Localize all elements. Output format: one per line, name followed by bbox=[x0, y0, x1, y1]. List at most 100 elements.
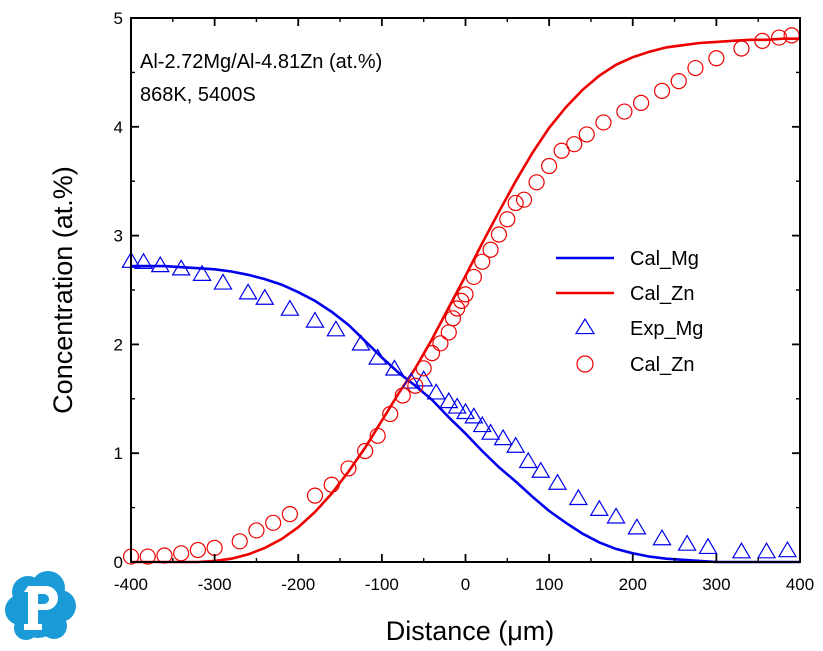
point-exp-mg bbox=[589, 499, 609, 516]
x-tick-label: 300 bbox=[702, 575, 730, 594]
point-exp-mg bbox=[255, 288, 275, 305]
point-cal-zn bbox=[415, 360, 432, 377]
point-exp-mg bbox=[351, 334, 371, 351]
point-exp-mg bbox=[472, 415, 492, 433]
point-cal-zn bbox=[465, 268, 482, 286]
point-exp-mg bbox=[368, 348, 388, 365]
curves bbox=[131, 37, 800, 564]
series-line-cal-zn bbox=[131, 37, 800, 564]
point-exp-mg bbox=[426, 383, 446, 400]
point-cal-zn bbox=[323, 476, 340, 493]
point-cal-zn bbox=[306, 487, 324, 504]
logo-icon bbox=[5, 571, 76, 640]
point-cal-zn bbox=[423, 345, 441, 362]
point-cal-zn bbox=[595, 114, 612, 131]
point-cal-zn bbox=[528, 174, 545, 191]
point-exp-mg bbox=[439, 391, 459, 409]
point-cal-zn bbox=[553, 142, 570, 159]
point-cal-zn bbox=[457, 286, 474, 303]
point-cal-zn bbox=[369, 427, 386, 444]
point-exp-mg bbox=[171, 259, 191, 276]
point-cal-zn bbox=[407, 377, 424, 394]
point-cal-zn bbox=[670, 73, 687, 90]
point-exp-mg bbox=[280, 299, 300, 316]
legend-label-3: Cal_Zn bbox=[630, 354, 694, 376]
point-cal-zn bbox=[482, 241, 499, 258]
legend-label-2: Exp_Mg bbox=[630, 318, 703, 340]
point-cal-zn bbox=[394, 387, 411, 404]
x-tick-label: -400 bbox=[114, 575, 148, 594]
point-exp-mg bbox=[150, 255, 170, 273]
point-cal-zn bbox=[541, 157, 558, 175]
point-cal-zn bbox=[382, 405, 399, 423]
point-cal-zn bbox=[733, 40, 750, 57]
point-exp-mg bbox=[238, 283, 258, 300]
point-cal-zn bbox=[490, 226, 508, 243]
point-exp-mg bbox=[133, 252, 154, 269]
y-axis-title: Concentration (at.%) bbox=[48, 166, 78, 414]
x-tick-label: -100 bbox=[365, 575, 399, 594]
point-cal-zn bbox=[231, 533, 248, 550]
point-exp-mg bbox=[627, 518, 647, 535]
point-cal-zn bbox=[754, 32, 771, 49]
tick-labels: -400 -300 -200 -100 0 100 200 300 400 0 1 2 3 4 5 bbox=[114, 9, 815, 594]
point-exp-mg bbox=[568, 488, 588, 506]
point-cal-zn bbox=[687, 59, 704, 77]
point-cal-zn bbox=[770, 29, 788, 46]
legend: Cal_Mg Cal_Zn Exp_Mg Cal_Zn bbox=[550, 240, 740, 380]
point-exp-mg bbox=[506, 436, 526, 453]
y-tick-label: 1 bbox=[114, 444, 123, 463]
point-cal-zn bbox=[189, 541, 206, 559]
y-tick-label: 0 bbox=[114, 553, 123, 572]
legend-label-0: Cal_Mg bbox=[630, 248, 699, 270]
point-cal-zn bbox=[357, 442, 374, 460]
y-tick-label: 3 bbox=[114, 227, 123, 246]
y-tick-label: 4 bbox=[114, 118, 123, 137]
x-tick-label: -200 bbox=[281, 575, 315, 594]
legend-label-1: Cal_Zn bbox=[630, 283, 694, 305]
point-exp-mg bbox=[531, 461, 551, 478]
series-line-cal-mg bbox=[131, 264, 800, 564]
point-cal-zn bbox=[566, 136, 583, 153]
x-axis-title: Distance (μm) bbox=[386, 616, 555, 646]
point-exp-mg bbox=[213, 273, 233, 290]
point-cal-zn bbox=[440, 324, 457, 341]
point-cal-zn bbox=[265, 514, 282, 531]
point-exp-mg bbox=[384, 359, 405, 376]
point-exp-mg bbox=[414, 370, 434, 387]
y-tick-label: 2 bbox=[114, 335, 123, 354]
point-cal-zn bbox=[340, 460, 357, 477]
x-tick-label: 100 bbox=[535, 575, 563, 594]
point-cal-zn bbox=[653, 82, 671, 99]
point-exp-mg bbox=[698, 537, 718, 555]
point-cal-zn bbox=[474, 253, 491, 270]
point-cal-zn bbox=[449, 300, 466, 317]
annotation-1: Al-2.72Mg/Al-4.81Zn (at.%) bbox=[140, 51, 382, 73]
point-exp-mg bbox=[547, 473, 568, 490]
point-exp-mg bbox=[455, 402, 476, 420]
point-cal-zn bbox=[173, 545, 190, 562]
point-cal-zn bbox=[578, 126, 595, 143]
point-exp-mg bbox=[464, 407, 484, 424]
point-cal-zn bbox=[139, 548, 156, 565]
point-cal-zn bbox=[633, 94, 650, 111]
point-cal-zn bbox=[281, 506, 298, 523]
point-exp-mg bbox=[652, 528, 672, 546]
x-tick-label: 200 bbox=[619, 575, 647, 594]
point-exp-mg bbox=[480, 423, 501, 440]
point-exp-mg bbox=[401, 372, 421, 389]
point-cal-zn bbox=[206, 539, 223, 556]
point-exp-mg bbox=[606, 507, 626, 524]
point-exp-mg bbox=[518, 451, 538, 469]
point-exp-mg bbox=[493, 428, 513, 446]
point-exp-mg bbox=[305, 311, 325, 328]
point-exp-mg bbox=[192, 264, 212, 281]
axes bbox=[130, 17, 801, 563]
legend-circle-icon bbox=[576, 355, 594, 373]
point-cal-zn bbox=[515, 191, 533, 208]
x-tick-label: 0 bbox=[461, 575, 470, 594]
point-cal-zn bbox=[432, 335, 449, 352]
point-exp-mg bbox=[677, 534, 697, 551]
legend-triangle-icon bbox=[574, 317, 596, 335]
